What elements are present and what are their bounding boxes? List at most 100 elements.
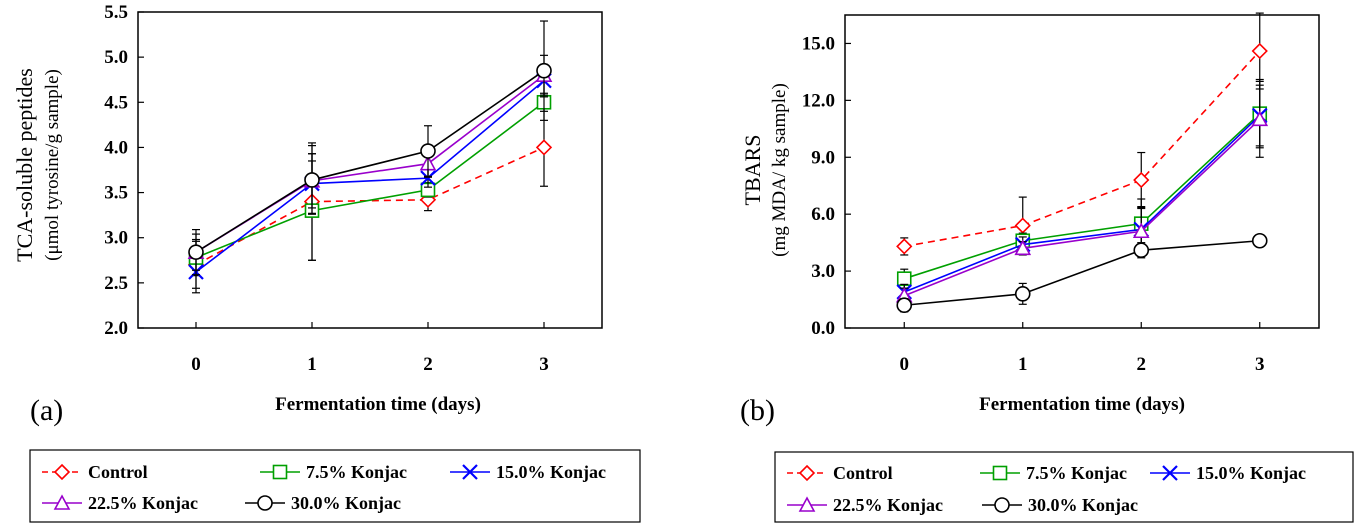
x-tick-label: 1 (307, 354, 317, 375)
y-tick-label: 2.5 (104, 273, 128, 294)
data-point-control (1251, 42, 1268, 60)
legend-b (774, 451, 1354, 523)
series-line-control (904, 50, 1261, 248)
legend-label: 22.5% Konjac (833, 495, 943, 515)
legend-marker-15-0-konjac (462, 464, 478, 480)
legend-label: 30.0% Konjac (1028, 495, 1138, 515)
series-line-30-0-konjac (904, 239, 1260, 307)
y-tick-label: 5.0 (104, 47, 128, 68)
series-7-5-konjac (896, 78, 1268, 289)
series-line-22-5-konjac (903, 118, 1261, 297)
y-tick-label: 6.0 (811, 204, 835, 225)
y-axis-sublabel-a: (μmol tyrosine/g sample) (42, 69, 63, 261)
series-line-15-0-konjac (903, 114, 1261, 293)
y-tick-label: 9.0 (811, 147, 835, 168)
legend-marker-22-5-konjac (798, 496, 816, 512)
y-tick-label: 2.0 (104, 318, 128, 339)
legend-item-7-5-konjac: 7.5% Konjac (260, 462, 407, 482)
x-tick-label: 0 (900, 354, 910, 375)
legend-item-7-5-konjac: 7.5% Konjac (980, 463, 1127, 483)
legend-marker-7-5-konjac (272, 464, 288, 480)
series-15-0-konjac (896, 84, 1268, 301)
data-point-30-0-konjac (420, 143, 436, 159)
y-tick-label: 4.5 (104, 92, 128, 113)
y-tick-label: 15.0 (802, 33, 835, 54)
data-point-7-5-konjac (896, 271, 912, 286)
y-axis-sublabel-b: (mg MDA/ kg sample) (769, 83, 790, 257)
data-point-22-5-konjac (1132, 222, 1150, 239)
series-line-15-0-konjac (195, 80, 545, 273)
y-tick-label: 12.0 (802, 90, 835, 111)
data-point-22-5-konjac (1014, 239, 1032, 256)
legend-item-control: Control (42, 462, 148, 482)
data-point-30-0-konjac (188, 244, 204, 260)
data-point-15-0-konjac (420, 170, 436, 186)
series-line-22-5-konjac (195, 74, 545, 253)
legend-marker-control (798, 464, 816, 482)
x-tick-label: 2 (1137, 354, 1147, 375)
chart-panel-a: 2.0 2.5 3.0 3.5 4.0 4.5 5.0 5.5 0 1 2 3 TCA-solubl… (12, 2, 641, 523)
legend-label: 15.0% Konjac (496, 462, 606, 482)
data-point-30-0-konjac (1133, 242, 1150, 259)
legend-marker-22-5-konjac (53, 494, 71, 510)
legend-marker-30-0-konjac (994, 497, 1010, 513)
plot-frame-a (137, 11, 603, 329)
series-15-0-konjac (188, 63, 552, 294)
legend-marker-30-0-konjac (257, 495, 273, 511)
legend-label: Control (833, 463, 893, 483)
data-point-control (1014, 217, 1031, 234)
panel-label-a: (a) (30, 394, 63, 427)
y-axis-label-b: TBARS (740, 135, 765, 206)
x-tick-label: 0 (191, 354, 201, 375)
panel-label-b: (b) (740, 394, 775, 427)
data-point-30-0-konjac (1014, 286, 1031, 302)
y-tick-label: 0.0 (811, 318, 835, 339)
chart-panel-b: 0.0 3.0 6.0 9.0 12.0 15.0 0 1 2 3 TBARS (mg MDA/… (740, 12, 1354, 523)
series-line-7-5-konjac (904, 113, 1261, 280)
legend-item-30-0-konjac: 30.0% Konjac (982, 495, 1138, 515)
x-tick-label: 3 (1255, 354, 1265, 375)
x-tick-label: 2 (423, 354, 433, 375)
y-tick-label: 3.0 (811, 261, 835, 282)
legend-a (29, 449, 641, 523)
legend-label: 15.0% Konjac (1196, 463, 1306, 483)
y-tick-label: 3.5 (104, 183, 128, 204)
legend-item-22-5-konjac: 22.5% Konjac (787, 495, 943, 515)
legend-label: 30.0% Konjac (291, 493, 401, 513)
series-30-0-konjac (896, 232, 1268, 314)
series-30-0-konjac (188, 20, 552, 276)
y-tick-label: 5.5 (104, 2, 128, 23)
y-tick-label: 3.0 (104, 228, 128, 249)
x-axis-label-a: Fermentation time (days) (275, 394, 481, 415)
series-control (896, 12, 1268, 256)
series-line-7-5-konjac (195, 101, 545, 259)
data-point-control (896, 238, 913, 255)
series-line-30-0-konjac (195, 70, 545, 253)
data-point-22-5-konjac (1251, 110, 1269, 127)
legend-marker-7-5-konjac (992, 465, 1008, 481)
data-point-control (535, 139, 553, 156)
data-point-30-0-konjac (1251, 232, 1268, 249)
legend-label: Control (88, 462, 148, 482)
legend-label: 7.5% Konjac (1026, 463, 1127, 483)
data-point-30-0-konjac (536, 62, 552, 79)
plot-frame-b (844, 14, 1320, 329)
y-tick-label: 4.0 (104, 137, 128, 158)
x-tick-label: 3 (539, 354, 549, 375)
series-line-control (195, 146, 545, 266)
data-point-30-0-konjac (304, 172, 320, 188)
x-tick-label: 1 (1018, 354, 1028, 375)
data-point-30-0-konjac (896, 297, 913, 314)
legend-item-22-5-konjac: 22.5% Konjac (42, 493, 198, 513)
x-axis-label-b: Fermentation time (days) (979, 394, 1185, 415)
y-axis-label-a: TCA-soluble peptides (12, 68, 37, 262)
series-control (187, 108, 553, 289)
legend-label: 7.5% Konjac (306, 462, 407, 482)
legend-marker-control (53, 463, 71, 481)
legend-marker-15-0-konjac (1162, 465, 1178, 481)
series-22-5-konjac (895, 80, 1269, 304)
data-point-control (1133, 171, 1150, 189)
legend-label: 22.5% Konjac (88, 493, 198, 513)
legend-item-15-0-konjac: 15.0% Konjac (450, 462, 606, 482)
